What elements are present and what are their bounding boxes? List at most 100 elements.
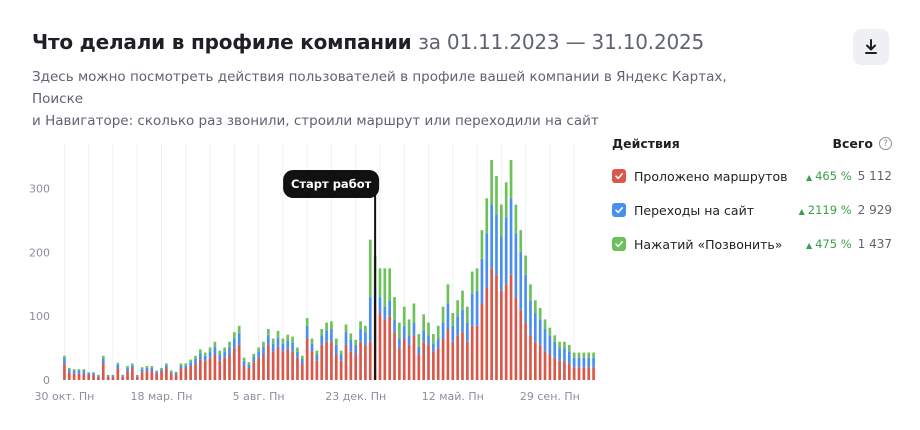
bar-segment <box>223 351 226 358</box>
bar-segment <box>490 159 493 205</box>
page-title: Что делали в профиле компании за 01.11.2… <box>32 30 704 54</box>
bar-segment <box>388 268 392 301</box>
bar-segment <box>436 348 440 380</box>
bar-segment <box>364 332 367 345</box>
bar-segment <box>436 338 440 349</box>
bar-segment <box>67 367 71 370</box>
bar-segment <box>543 328 547 352</box>
bar-segment <box>218 350 222 355</box>
bar-segment <box>553 357 557 380</box>
download-icon <box>865 39 877 54</box>
bar-segment <box>524 322 527 380</box>
bar-segment <box>524 274 527 323</box>
bar-segment <box>106 375 110 377</box>
bar-segment <box>587 357 591 368</box>
bar-segment <box>461 309 464 333</box>
bar-segment <box>169 373 173 380</box>
x-tick-label: 23 дек. Пн <box>325 390 386 403</box>
bar-segment <box>271 343 275 352</box>
bar-segment <box>276 346 280 380</box>
bar-segment <box>427 335 430 345</box>
bar-segment <box>63 357 66 365</box>
checkbox[interactable] <box>612 203 626 217</box>
bar-segment <box>160 367 163 370</box>
bar-segment <box>315 360 319 380</box>
legend-item[interactable]: Нажатий «Позвонить» ▲ 475 % 1 437 <box>612 227 892 261</box>
bar-segment <box>548 327 552 336</box>
bar-segment <box>213 346 217 355</box>
bar-segment <box>126 371 129 380</box>
bar-segment <box>203 360 207 380</box>
bar-segment <box>470 325 474 380</box>
bar-segment <box>466 341 469 380</box>
question-circle-icon[interactable]: ? <box>879 137 892 150</box>
bar-segment <box>582 367 586 380</box>
bar-segment <box>179 365 183 369</box>
bar-segment <box>247 362 251 365</box>
bar-segment <box>305 325 309 339</box>
download-button[interactable] <box>853 29 889 65</box>
bar-segment <box>558 348 561 361</box>
bar-segment <box>339 360 343 380</box>
bar-segment <box>82 373 86 380</box>
bar-segment <box>150 365 154 368</box>
legend-item[interactable]: Проложено маршрутов ▲ 465 % 5 112 <box>612 159 892 193</box>
bar-segment <box>500 290 503 380</box>
bar-segment <box>475 290 479 326</box>
bar-segment <box>82 369 86 371</box>
bar-segment <box>106 376 110 380</box>
legend-item[interactable]: Переходы на сайт ▲ 2119 % 2 929 <box>612 193 892 227</box>
bar-segment <box>349 351 353 380</box>
bar-segment <box>567 364 571 380</box>
legend-rows: Проложено маршрутов ▲ 465 % 5 112 Переходы н… <box>612 159 892 261</box>
bar-segment <box>582 352 586 358</box>
bar-segment <box>543 351 547 380</box>
checkbox[interactable] <box>612 169 626 183</box>
bar-segment <box>228 341 231 347</box>
bar-segment <box>213 354 217 380</box>
legend-item-total: 2 929 <box>857 203 892 217</box>
bar-segment <box>131 365 134 369</box>
bar-segment <box>417 354 421 380</box>
bar-segment <box>199 353 202 360</box>
bar-segment <box>203 352 207 356</box>
bar-segment <box>82 370 86 374</box>
bar-segment <box>169 371 173 374</box>
page-subtitle: Здесь можно посмотреть действия пользова… <box>32 66 772 132</box>
bar-segment <box>480 230 484 259</box>
bar-segment <box>208 351 212 358</box>
bar-segment <box>388 316 392 380</box>
x-tick-label: 5 авг. Пн <box>233 390 285 403</box>
bar-segment <box>330 341 333 380</box>
y-tick-label: 0 <box>43 374 50 387</box>
bar-segment <box>417 346 421 355</box>
bar-segment <box>402 338 406 380</box>
bar-segment <box>529 335 532 380</box>
checkbox[interactable] <box>612 237 626 251</box>
bar-segment <box>538 344 542 380</box>
bar-segment <box>359 341 362 380</box>
bar-segment <box>63 364 66 380</box>
bar-segment <box>179 363 183 366</box>
bar-segment <box>155 371 158 374</box>
bar-segment <box>300 364 304 380</box>
bar-segment <box>310 343 314 352</box>
bar-segment <box>364 344 367 380</box>
bar-segment <box>504 182 508 218</box>
bar-segment <box>101 358 105 365</box>
bar-segment <box>160 369 163 372</box>
bar-segment <box>92 372 95 373</box>
bar-segment <box>563 348 566 361</box>
bar-segment <box>344 332 348 345</box>
bar-segment <box>291 336 294 343</box>
bar-segment <box>383 268 387 307</box>
y-tick-label: 300 <box>29 183 50 196</box>
title-period[interactable]: за 01.11.2023 — 31.10.2025 <box>418 30 705 54</box>
bar-segment <box>378 268 382 298</box>
bar-segment <box>456 300 459 317</box>
bar-segment <box>359 321 362 329</box>
bar-segment <box>533 313 537 342</box>
bar-segment <box>572 352 576 358</box>
bar-segment <box>558 341 561 349</box>
bar-segment <box>509 198 513 275</box>
